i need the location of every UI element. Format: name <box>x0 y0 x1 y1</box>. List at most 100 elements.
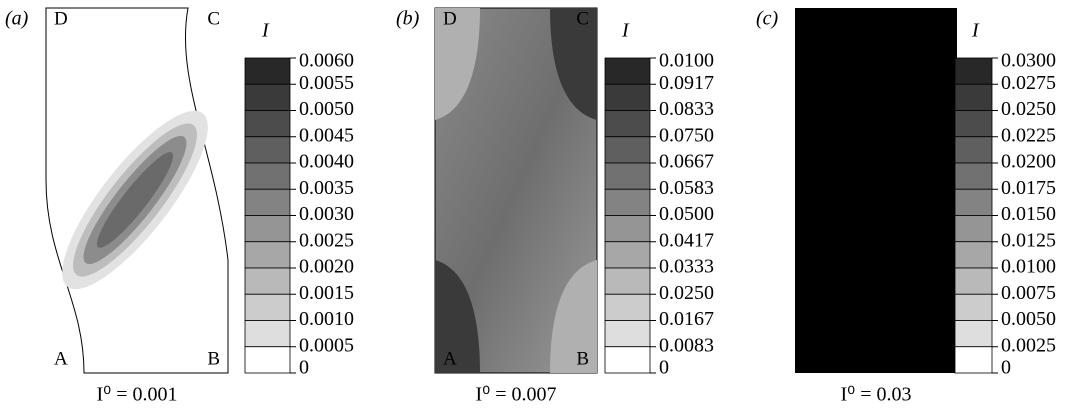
field-a <box>45 7 229 374</box>
colorbar-tick-label: 0 <box>1001 357 1011 379</box>
panel-label: (b) <box>396 8 420 30</box>
colorbar-cell <box>954 110 993 138</box>
colorbar-tick-label: 0.0417 <box>659 229 714 251</box>
colorbar-cell <box>244 136 291 164</box>
caption: I⁰ = 0.03 <box>841 384 912 406</box>
colorbar-tick-label: 0.0075 <box>1001 282 1056 304</box>
colorbar-tick-label: 0.0060 <box>299 50 354 72</box>
colorbar-cell <box>954 188 993 216</box>
colorbar-cell <box>604 346 651 374</box>
colorbar-tick-label: 0.0750 <box>659 124 714 146</box>
colorbar-cell <box>604 215 651 243</box>
corner-label: A <box>803 348 817 369</box>
colorbar-cell <box>244 215 291 243</box>
colorbar-cell <box>244 83 291 111</box>
colorbar-tick-label: 0 <box>659 357 669 379</box>
colorbar-tick-label: 0.0055 <box>299 72 354 94</box>
colorbar-cell <box>604 241 651 269</box>
colorbar-cell <box>244 57 291 85</box>
colorbar-cell <box>604 188 651 216</box>
colorbar-title: I <box>261 20 270 42</box>
colorbar-cell <box>244 188 291 216</box>
corner-label: A <box>54 348 68 369</box>
corner-label: B <box>576 348 589 369</box>
colorbar-cell <box>954 57 993 85</box>
colorbar-cell <box>954 346 993 374</box>
colorbar-tick-label: 0.0167 <box>659 308 714 330</box>
colorbar-tick-label: 0.0025 <box>299 229 354 251</box>
corner-label: A <box>443 348 457 369</box>
colorbar-tick-label: 0.0010 <box>299 308 354 330</box>
colorbar-cell <box>244 162 291 190</box>
colorbar-cell <box>604 293 651 321</box>
colorbar-cell <box>604 136 651 164</box>
colorbar-cell <box>604 110 651 138</box>
colorbar-cell <box>954 267 993 295</box>
colorbar-cell <box>954 320 993 348</box>
caption: I⁰ = 0.007 <box>476 384 557 406</box>
field-b <box>434 7 598 374</box>
colorbar-cell <box>244 110 291 138</box>
colorbar-tick-label: 0.0917 <box>659 72 714 94</box>
colorbar-tick-label: 0.0250 <box>1001 98 1056 120</box>
colorbar-tick-label: 0.0667 <box>659 151 714 173</box>
corner-label: C <box>936 8 949 29</box>
colorbar-tick-label: 0.0833 <box>659 98 714 120</box>
colorbar-tick-label: 0.0500 <box>659 203 714 225</box>
corner-label: B <box>207 348 220 369</box>
colorbar-cell <box>244 267 291 295</box>
corner-label: C <box>576 8 589 29</box>
colorbar-tick-label: 0 <box>299 357 309 379</box>
colorbar-tick-label: 0.0225 <box>1001 124 1056 146</box>
colorbar-tick-label: 0.0030 <box>299 203 354 225</box>
colorbar-cell <box>954 215 993 243</box>
colorbar-cell <box>954 241 993 269</box>
panel-label: (a) <box>5 8 29 30</box>
colorbar-cell <box>604 83 651 111</box>
colorbar-tick-label: 0.0583 <box>659 177 714 199</box>
colorbar-tick-label: 0.0083 <box>659 334 714 356</box>
colorbar-tick-label: 0.0015 <box>299 282 354 304</box>
colorbar-cell <box>244 320 291 348</box>
colorbar-tick-label: 0.0125 <box>1001 229 1056 251</box>
colorbar-tick-label: 0.0200 <box>1001 151 1056 173</box>
colorbar-tick-label: 0.0250 <box>659 282 714 304</box>
colorbar-tick-label: 0.0025 <box>1001 334 1056 356</box>
colorbar-tick-label: 0.0100 <box>659 50 714 72</box>
colorbar-tick-label: 0.0005 <box>299 334 354 356</box>
colorbar-cell <box>604 320 651 348</box>
colorbar-tick-label: 0.0020 <box>299 256 354 278</box>
colorbar-tick-label: 0.0050 <box>1001 308 1056 330</box>
panel-label: (c) <box>756 8 779 30</box>
colorbar-cell <box>604 162 651 190</box>
colorbar-tick-label: 0.0045 <box>299 124 354 146</box>
colorbar-tick-label: 0.0100 <box>1001 256 1056 278</box>
colorbar-cell <box>244 293 291 321</box>
colorbar-tick-label: 0.0050 <box>299 98 354 120</box>
corner-label: D <box>803 8 817 29</box>
corner-label: B <box>936 348 949 369</box>
colorbar-cell <box>244 346 291 374</box>
colorbar-tick-label: 0.0150 <box>1001 203 1056 225</box>
colorbar-tick-label: 0.0333 <box>659 256 714 278</box>
colorbar-tick-label: 0.0275 <box>1001 72 1056 94</box>
colorbar-tick-label: 0.0175 <box>1001 177 1056 199</box>
colorbar-cell <box>604 57 651 85</box>
colorbar-cell <box>954 136 993 164</box>
field-c <box>795 8 957 373</box>
colorbar-cell <box>954 83 993 111</box>
colorbar-tick-label: 0.0300 <box>1001 50 1056 72</box>
colorbar-cell <box>604 267 651 295</box>
colorbar-cell <box>954 162 993 190</box>
colorbar-tick-label: 0.0035 <box>299 177 354 199</box>
colorbar-cell <box>244 241 291 269</box>
caption: I⁰ = 0.001 <box>97 384 178 406</box>
corner-label: D <box>54 8 68 29</box>
colorbar-title: I <box>971 20 980 42</box>
corner-label: D <box>443 8 457 29</box>
corner-label: C <box>207 8 220 29</box>
colorbar-title: I <box>621 20 630 42</box>
colorbar-cell <box>954 293 993 321</box>
colorbar-tick-label: 0.0040 <box>299 151 354 173</box>
